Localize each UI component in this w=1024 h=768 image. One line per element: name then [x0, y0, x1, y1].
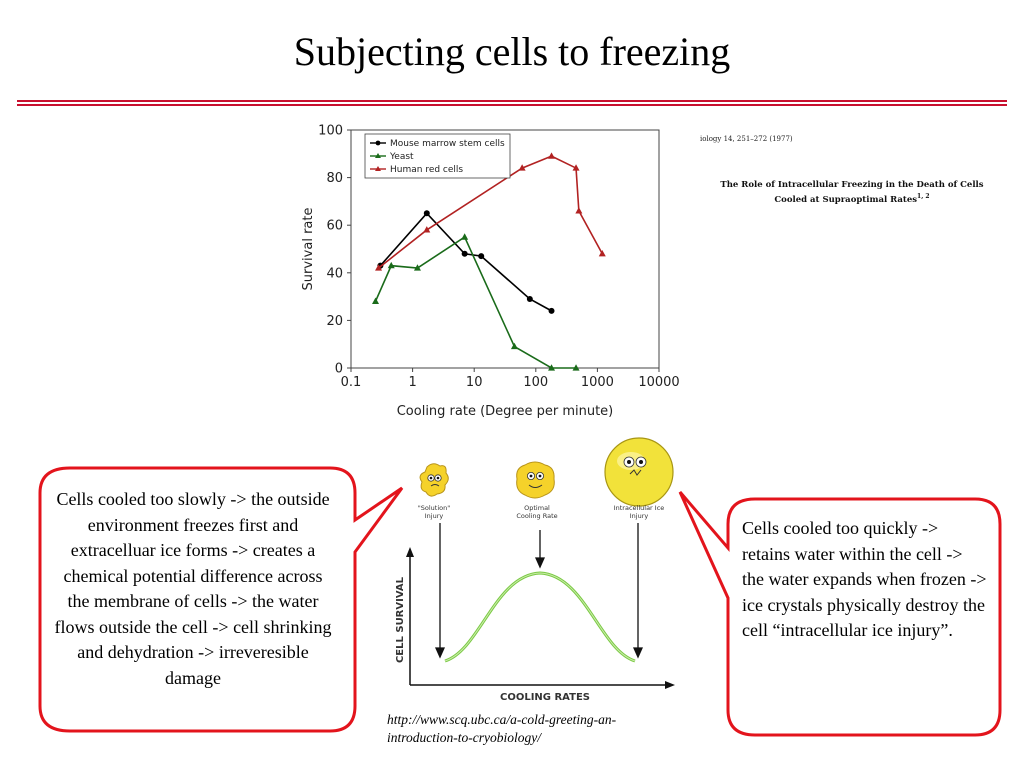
- chart-x-axis-label: Cooling rate (Degree per minute): [397, 404, 614, 419]
- solution-injury-label-line1: "Solution": [418, 504, 450, 512]
- data-point: [572, 164, 580, 171]
- left-callout-text: Cells cooled too slowly -> the outside e…: [54, 489, 332, 688]
- y-tick-label: 60: [326, 219, 343, 234]
- chart-y-axis-label: Survival rate: [301, 208, 316, 291]
- data-point: [413, 264, 421, 271]
- chart-plot-area: [350, 129, 660, 369]
- down-arrows: [434, 523, 644, 659]
- legend-label: Yeast: [389, 152, 414, 162]
- diagram-y-axis-label: CELL SURVIVAL: [395, 576, 406, 663]
- y-tick-label: 40: [326, 266, 343, 281]
- legend-marker: [375, 166, 381, 171]
- y-tick-label: 0: [335, 362, 343, 377]
- y-tick-label: 20: [326, 314, 343, 329]
- x-tick-label: 0.1: [341, 375, 362, 390]
- data-point: [461, 233, 469, 240]
- shrunken-cell-icon: [419, 463, 449, 497]
- data-point: [548, 152, 556, 159]
- swollen-cell-icon: [604, 437, 674, 507]
- legend-label: Mouse marrow stem cells: [390, 139, 505, 149]
- diagram-y-arrow-icon: [406, 547, 414, 557]
- data-point: [372, 297, 380, 304]
- paper-title-line2: Cooled at Supraoptimal Rates: [774, 194, 918, 205]
- survival-bell-curve: [444, 571, 636, 663]
- solution-injury-label-line2: Injury: [425, 512, 444, 520]
- survival-bell-curve-highlight: [444, 572, 636, 662]
- paper-title-line1: The Role of Intracellular Freezing in th…: [720, 180, 984, 190]
- journal-citation: iology 14, 251–272 (1977): [700, 135, 793, 143]
- data-point: [518, 164, 526, 171]
- cooling-rate-diagram: "Solution" Injury Optimal Cooling Rate I…: [395, 437, 675, 703]
- healthy-cell-icon: [516, 461, 555, 499]
- data-point: [526, 295, 533, 302]
- chart-legend: Mouse marrow stem cells Yeast Human red ce…: [364, 133, 511, 179]
- diagram-x-arrow-icon: [665, 681, 675, 689]
- data-point: [423, 210, 430, 217]
- x-tick-label: 10: [466, 375, 483, 390]
- x-tick-label: 10000: [638, 375, 679, 390]
- title-divider-top: [17, 100, 1007, 102]
- optimal-label-line2: Cooling Rate: [516, 512, 557, 520]
- legend-label: Human red cells: [390, 165, 463, 175]
- data-point: [461, 250, 468, 257]
- x-tick-label: 100: [523, 375, 548, 390]
- data-point: [575, 207, 583, 214]
- data-point: [478, 253, 485, 260]
- slide-title: Subjecting cells to freezing: [293, 29, 731, 74]
- y-tick-label: 80: [326, 171, 343, 186]
- legend-marker: [375, 140, 381, 146]
- survival-rate-chart: 0.1 1 10 100 1000 10000 0 20 40 60 80 100 Mouse mar…: [301, 124, 680, 420]
- right-callout-bubble: [678, 491, 1002, 737]
- title-divider-bottom: [17, 104, 1007, 106]
- data-point: [423, 226, 431, 233]
- data-point: [548, 307, 555, 314]
- y-tick-label: 100: [318, 124, 343, 139]
- data-point: [375, 264, 383, 271]
- data-point: [572, 364, 580, 371]
- right-callout-text: Cells cooled too quickly -> retains wate…: [742, 518, 987, 640]
- data-point: [387, 261, 395, 269]
- source-url: http://www.scq.ubc.ca/a-cold-greeting-an…: [387, 712, 617, 745]
- legend-box: [364, 133, 511, 179]
- paper-title: The Role of Intracellular Freezing in th…: [704, 180, 1000, 206]
- optimal-label-line1: Optimal: [524, 504, 550, 512]
- data-point: [510, 342, 518, 350]
- paper-title-footnote: 1, 2: [917, 193, 930, 200]
- legend-marker: [375, 153, 381, 158]
- intracellular-ice-label-line1: Intracellular Ice: [614, 504, 665, 512]
- left-callout-bubble: [38, 466, 404, 733]
- data-point: [598, 249, 606, 257]
- x-tick-label: 1: [408, 375, 416, 390]
- data-point: [548, 364, 556, 371]
- diagram-x-axis-label: COOLING RATES: [500, 692, 590, 703]
- x-tick-label: 1000: [581, 375, 614, 390]
- intracellular-ice-label-line2: Injury: [630, 512, 649, 520]
